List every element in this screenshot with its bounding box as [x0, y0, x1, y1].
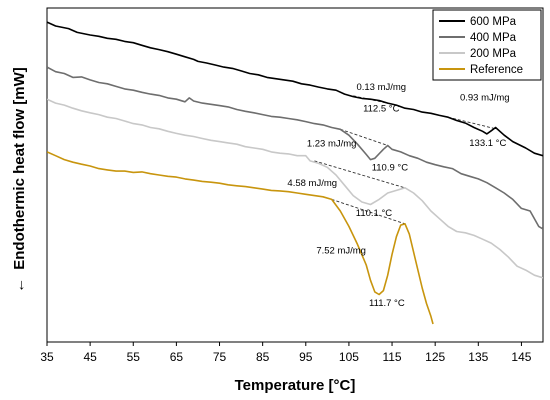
legend-entry: 400 MPa [470, 32, 517, 44]
legend-entry: 600 MPa [470, 16, 517, 28]
series-line-0 [47, 21, 543, 157]
y-axis-title: ← Endothermic heat flow [mW] [11, 67, 28, 293]
integration-baseline [314, 160, 406, 189]
series-layer [47, 21, 543, 325]
y-axis-label: Endothermic heat flow [mW] [11, 67, 28, 270]
legend-entry: Reference [470, 64, 523, 76]
plot-frame [46, 7, 544, 343]
x-tick-label: 45 [83, 350, 97, 364]
x-tick-label: 95 [299, 350, 313, 364]
series-line-1 [47, 66, 543, 230]
legend-entry: 200 MPa [470, 48, 517, 60]
x-tick-label: 85 [256, 350, 270, 364]
annotation-label: 110.9 °C [372, 162, 409, 173]
plot-area [46, 7, 544, 343]
y-axis-arrow: ← [11, 278, 28, 293]
legend: 600 MPa 400 MPa 200 MPa Reference [432, 9, 542, 81]
x-tick-label: 145 [511, 350, 531, 364]
annotation-label: 0.13 mJ/mg [356, 82, 406, 93]
annotation-label: 111.7 °C [369, 298, 405, 309]
annotation-label: 7.52 mJ/mg [316, 245, 366, 256]
x-tick-label: 65 [170, 350, 184, 364]
series-line-2 [47, 98, 543, 279]
annotation-label: 0.93 mJ/mg [460, 92, 510, 103]
x-tick-label: 135 [468, 350, 488, 364]
x-tick-label: 115 [382, 350, 401, 364]
annotation-label: 112.5 °C [363, 103, 400, 114]
x-tick-label: 105 [339, 350, 359, 364]
x-tick-label: 55 [127, 350, 141, 364]
annotation-label: 133.1 °C [469, 138, 506, 149]
series-line-3 [47, 151, 434, 325]
integration-baseline [340, 128, 388, 146]
x-tick-label: 75 [213, 350, 227, 364]
x-tick-label: 125 [425, 350, 445, 364]
baselines-layer [314, 95, 494, 225]
annotation-label: 1.23 mJ/mg [307, 139, 357, 150]
x-axis: 35 45 55 65 75 85 95 105 115 125 135 145 [40, 342, 532, 364]
x-tick-label: 35 [40, 350, 54, 364]
x-axis-title: Temperature [°C] [235, 377, 356, 394]
annotation-label: 4.58 mJ/mg [287, 178, 337, 189]
annotations-layer: 0.13 mJ/mg 112.5 °C 0.93 mJ/mg 133.1 °C 1.23… [287, 82, 509, 309]
y-axis-title-group: ← Endothermic heat flow [mW] [11, 67, 28, 293]
annotation-label: 110.1 °C [356, 208, 393, 219]
integration-baseline [331, 198, 406, 225]
integration-baseline [448, 116, 494, 129]
